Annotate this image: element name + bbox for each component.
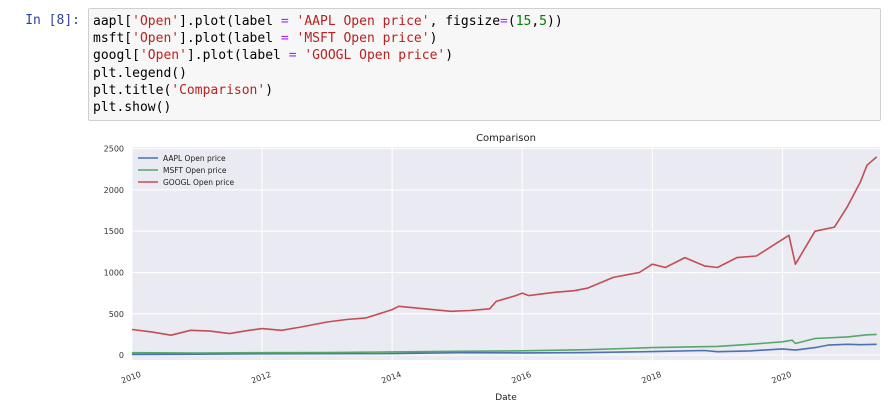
x-axis-label: Date (495, 393, 517, 403)
code-token: ) (429, 31, 438, 47)
code-line: aapl['Open'].plot(label = 'AAPL Open pri… (93, 14, 563, 29)
x-tick-label: 2010 (120, 370, 142, 385)
code-token: 'MSFT Open price' (296, 31, 430, 47)
y-tick-label: 500 (109, 310, 124, 319)
code-token: ) (445, 48, 454, 64)
code-token: = (288, 48, 297, 64)
code-token: )) (547, 14, 563, 29)
code-token: plt.show() (93, 100, 172, 116)
code-token: , figsize (429, 14, 501, 29)
legend-label: GOOGL Open price (163, 178, 234, 187)
x-tick-label: 2018 (640, 370, 662, 385)
code-token: 15 (515, 14, 532, 29)
y-tick-label: 0 (119, 351, 124, 360)
y-tick-label: 2000 (104, 186, 124, 195)
code-token: googl[ (93, 48, 140, 64)
x-tick-labels: 2010 2012 2014 2016 2018 2020 (120, 370, 793, 385)
plot-area (132, 147, 880, 360)
code-token: ) (265, 82, 274, 98)
grid-lines (131, 147, 880, 360)
code-token: = (280, 31, 289, 47)
code-line: plt.title('Comparison') (93, 83, 273, 98)
series-line-aapl (131, 343, 877, 356)
x-tick-label: 2016 (510, 370, 532, 385)
code-token: 'Open' (139, 48, 187, 64)
code-token: 'GOOGL Open price' (304, 48, 446, 64)
code-token: ( (507, 14, 516, 29)
code-token: , (531, 14, 540, 29)
code-token: ].plot(label (179, 14, 281, 29)
code-token: 'Comparison' (171, 82, 266, 98)
code-token: ].plot(label (179, 31, 281, 47)
code-line: msft['Open'].plot(label = 'MSFT Open pri… (93, 31, 437, 46)
code-token (289, 31, 297, 46)
legend-label: MSFT Open price (163, 166, 227, 175)
series-line-msft (131, 333, 877, 354)
code-editor[interactable]: aapl['Open'].plot(label = 'AAPL Open pri… (93, 13, 563, 116)
chart-legend: AAPL Open price MSFT Open price GOOGL Open… (138, 154, 234, 187)
code-token: 'Open' (132, 31, 180, 47)
y-tick-label: 2500 (104, 145, 124, 154)
legend-label: AAPL Open price (163, 154, 226, 163)
x-tick-label: 2020 (770, 370, 792, 385)
series-line-googl (131, 156, 878, 336)
code-token: 'AAPL Open price' (296, 14, 430, 29)
code-line: plt.legend() (93, 66, 187, 81)
code-token: 'Open' (132, 14, 180, 29)
code-token: plt.title( (93, 82, 172, 98)
code-token: msft[ (93, 31, 133, 47)
cell-prompt: In [8]: (25, 13, 80, 28)
code-token: ].plot(label (186, 48, 289, 64)
code-token: aapl[ (93, 14, 133, 29)
y-tick-label: 1500 (104, 227, 124, 236)
chart-title: Comparison (476, 133, 536, 144)
code-token: = (280, 14, 289, 29)
x-tick-label: 2012 (250, 370, 272, 385)
series-lines (131, 156, 878, 356)
y-tick-labels: 0 500 1000 1500 2000 2500 (104, 145, 124, 360)
code-cell-input[interactable]: aapl['Open'].plot(label = 'AAPL Open pri… (88, 8, 881, 121)
code-line: googl['Open'].plot(label = 'GOOGL Open p… (93, 48, 453, 63)
code-token (289, 14, 297, 29)
code-line: plt.show() (93, 100, 171, 115)
code-token: 5 (539, 14, 547, 29)
code-token: plt.legend() (93, 65, 187, 81)
x-tick-label: 2014 (380, 370, 402, 385)
code-token: = (500, 14, 508, 29)
y-tick-label: 1000 (104, 268, 124, 277)
cell-output: 0 500 1000 1500 2000 2500 2010 2012 2014 2016 201… (88, 124, 894, 406)
